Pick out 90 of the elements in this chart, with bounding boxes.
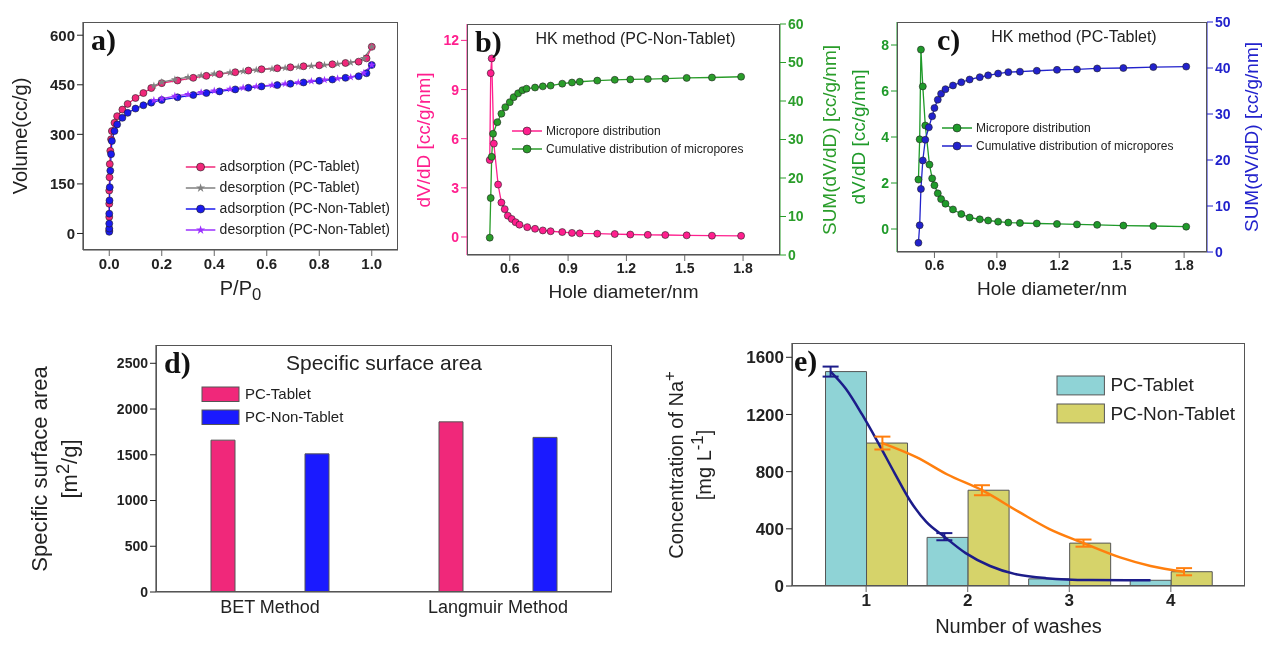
x-tick-label: 1.2 [616,259,637,276]
x-tick-label: 3 [1064,591,1075,611]
legend-label: PC-Non-Tablet [1110,401,1235,426]
x-tick-label: 2 [962,591,973,611]
y-tick-label: 9 [451,81,460,98]
x-tick-label: Langmuir Method [427,596,569,617]
y2-tick-label: 30 [788,131,804,148]
x-tick-label: 0.0 [98,254,120,272]
x-axis-title: P/P$_{0}$ [219,277,262,305]
legend-label: PC-Tablet [245,384,311,404]
x-tick-label: 1.5 [1111,256,1132,273]
legend-label: PC-Tablet [1110,373,1194,397]
annotation: b) [475,25,502,58]
y-tick-label: 2 [881,174,890,191]
y-tick-label: 600 [49,26,75,44]
y2-tick-label: 50 [1215,13,1231,30]
y2-tick-label: 40 [1215,59,1231,76]
y-tick-label: 4 [881,128,890,145]
x-tick-label: 0.9 [987,256,1007,273]
y-tick-label: 0 [140,583,149,600]
legend-label: desorption (PC-Non-Tablet) [219,220,390,239]
legend-label: desorption (PC-Tablet) [219,178,360,197]
y2-axis-title: SUM(dV/dD) [cc/g/nm] [1240,41,1263,233]
y2-tick-label: 40 [788,92,804,109]
y-tick-label: 500 [124,538,149,555]
y-tick-label: 8 [881,36,890,53]
y-tick-label: 300 [49,125,75,143]
y2-axis-title: SUM(dV/dD) [cc/g/nm] [819,44,841,235]
chart-title: HK method (PC-Non-Tablet) [535,30,736,48]
y2-tick-label: 60 [788,15,804,32]
y-axis-title: Volume(cc/g) [8,77,32,195]
x-tick-label: 1.8 [1174,256,1195,273]
y-tick-label: 6 [881,82,890,99]
legend-label: Cumulative distribution of micropores [976,138,1174,155]
x-tick-label: 0.8 [308,254,330,272]
y2-tick-label: 0 [788,246,796,263]
y-tick-label: 1500 [116,446,149,463]
y2-tick-label: 20 [788,169,804,186]
y-tick-label: 6 [451,130,460,147]
legend-label: Micropore distribution [976,120,1091,137]
x-tick-label: 0.6 [500,259,520,276]
y2-tick-label: 20 [1215,151,1231,168]
y-axis-title: dV/dD [cc/g/nm] [848,69,870,205]
x-tick-label: 1.0 [361,254,383,272]
y2-tick-label: 0 [1215,243,1223,260]
legend-label: adsorption (PC-Tablet) [219,157,360,176]
y-tick-label: 0 [881,220,890,237]
x-axis-title: Hole diameter/nm [977,278,1127,300]
y-tick-label: 450 [49,76,75,94]
x-tick-label: 1.5 [675,259,695,276]
y2-tick-label: 50 [788,54,804,71]
y-tick-label: 150 [49,175,75,193]
y-axis-title: dV/dD [cc/g/nm] [413,71,435,208]
y-tick-label: 800 [755,462,784,482]
legend-label: Cumulative distribution of micropores [546,140,744,158]
y-tick-label: 1200 [746,405,784,425]
y-tick-label: 400 [755,519,784,539]
x-tick-label: 0.4 [203,254,226,272]
y-tick-label: 0 [451,228,460,245]
x-axis-title: Number of washes [935,615,1102,638]
y-tick-label: 1000 [116,492,149,509]
legend-label: PC-Non-Tablet [245,406,344,427]
y2-tick-label: 10 [788,208,804,225]
legend-label: adsorption (PC-Non-Tablet) [219,199,390,218]
y-tick-label: 0 [774,577,784,597]
legend-label: Micropore distribution [546,122,661,140]
chart-title: Specific surface area [285,351,483,375]
annotation: c) [937,23,961,56]
y2-tick-label: 30 [1215,105,1231,122]
y-tick-label: 2000 [116,401,149,418]
x-tick-label: 1 [861,591,871,611]
annotation: a) [91,23,116,56]
annotation: d) [164,346,191,379]
y-tick-label: 12 [443,32,460,49]
y2-tick-label: 10 [1215,197,1231,214]
y-tick-label: 0 [66,224,75,242]
x-tick-label: 0.2 [151,254,173,272]
y-tick-label: 1600 [746,348,784,368]
x-axis-title: Hole diameter/nm [548,281,699,303]
chart-title: HK method (PC-Tablet) [991,28,1157,46]
x-tick-label: 0.6 [924,256,945,273]
x-tick-label: BET Method [220,596,320,617]
x-tick-label: 4 [1166,591,1177,611]
annotation: e) [794,344,818,377]
y-tick-label: 3 [451,179,460,196]
x-tick-label: 0.9 [558,259,579,276]
x-tick-label: 0.6 [256,254,278,272]
x-tick-label: 1.2 [1049,256,1070,273]
x-tick-label: 1.8 [733,259,753,276]
y-tick-label: 2500 [116,355,149,372]
